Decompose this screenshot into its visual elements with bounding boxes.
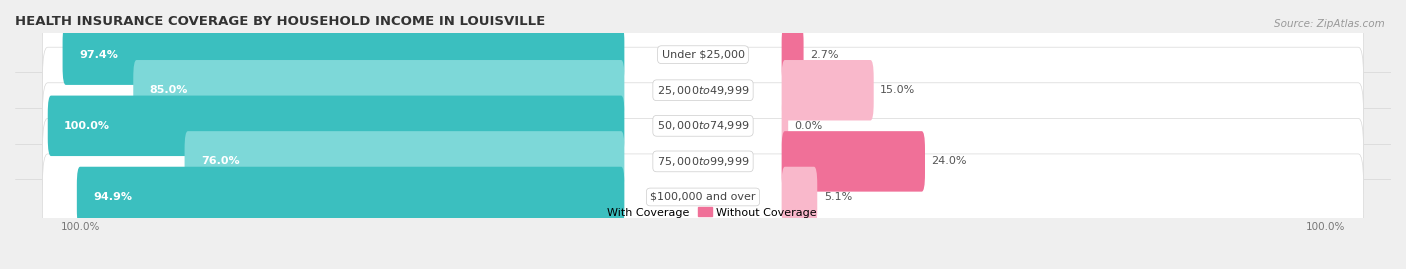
Text: 5.1%: 5.1% (824, 192, 852, 202)
Text: 85.0%: 85.0% (149, 85, 188, 95)
Text: $75,000 to $99,999: $75,000 to $99,999 (657, 155, 749, 168)
FancyBboxPatch shape (42, 47, 1364, 133)
Text: Source: ZipAtlas.com: Source: ZipAtlas.com (1274, 19, 1385, 29)
Text: 100.0%: 100.0% (65, 121, 110, 131)
FancyBboxPatch shape (42, 118, 1364, 204)
Text: HEALTH INSURANCE COVERAGE BY HOUSEHOLD INCOME IN LOUISVILLE: HEALTH INSURANCE COVERAGE BY HOUSEHOLD I… (15, 15, 546, 28)
Text: 76.0%: 76.0% (201, 156, 239, 167)
FancyBboxPatch shape (782, 167, 817, 227)
FancyBboxPatch shape (77, 167, 624, 227)
Text: $50,000 to $74,999: $50,000 to $74,999 (657, 119, 749, 132)
Text: 15.0%: 15.0% (880, 85, 915, 95)
Text: 24.0%: 24.0% (932, 156, 967, 167)
FancyBboxPatch shape (134, 60, 624, 121)
Text: Under $25,000: Under $25,000 (661, 50, 745, 60)
FancyBboxPatch shape (782, 24, 804, 85)
Text: $25,000 to $49,999: $25,000 to $49,999 (657, 84, 749, 97)
Legend: With Coverage, Without Coverage: With Coverage, Without Coverage (585, 203, 821, 222)
FancyBboxPatch shape (63, 24, 624, 85)
FancyBboxPatch shape (184, 131, 624, 192)
FancyBboxPatch shape (48, 95, 624, 156)
Text: 94.9%: 94.9% (93, 192, 132, 202)
FancyBboxPatch shape (42, 83, 1364, 169)
FancyBboxPatch shape (782, 131, 925, 192)
FancyBboxPatch shape (42, 154, 1364, 240)
FancyBboxPatch shape (42, 12, 1364, 98)
Text: 2.7%: 2.7% (810, 50, 838, 60)
FancyBboxPatch shape (782, 95, 789, 156)
Text: $100,000 and over: $100,000 and over (650, 192, 756, 202)
FancyBboxPatch shape (782, 60, 873, 121)
Text: 97.4%: 97.4% (79, 50, 118, 60)
Text: 0.0%: 0.0% (794, 121, 823, 131)
